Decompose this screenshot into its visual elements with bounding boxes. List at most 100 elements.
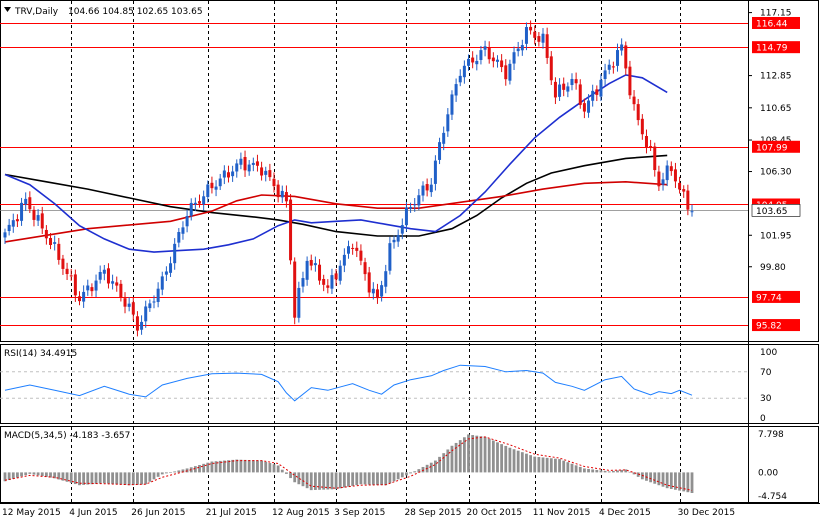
candle-body — [425, 184, 429, 191]
candle-body — [661, 179, 665, 185]
macd-histogram-bar — [73, 472, 77, 485]
candle-body — [363, 262, 367, 275]
candle-body — [529, 26, 533, 31]
macd-histogram-bar — [301, 472, 305, 487]
macd-panel-frame — [0, 426, 819, 503]
level-label: 114.79 — [756, 44, 788, 54]
candle-body — [553, 81, 557, 98]
level-label-box — [752, 16, 800, 29]
candle-body — [255, 161, 259, 166]
macd-tick-label: -4.754 — [758, 492, 787, 502]
macd-histogram-bar — [276, 465, 280, 473]
candle-body — [338, 265, 342, 281]
candle-body — [210, 182, 214, 189]
macd-histogram-bar — [384, 472, 388, 486]
candle-body — [669, 166, 673, 172]
macd-histogram-bar — [554, 458, 557, 473]
price-tick-label: 99.80 — [760, 263, 786, 273]
candle-body — [524, 27, 528, 44]
macd-histogram-bar — [516, 450, 520, 473]
candle-body — [487, 47, 491, 60]
macd-histogram-bar — [111, 472, 115, 484]
level-label: 116.44 — [756, 19, 788, 29]
macd-histogram-bar — [669, 472, 673, 489]
macd-histogram-bar — [587, 468, 590, 473]
macd-histogram-bar — [144, 472, 148, 485]
macd-histogram-bar — [525, 453, 528, 473]
candle-body — [243, 157, 247, 171]
macd-histogram-bar — [169, 472, 172, 473]
candle-body — [479, 50, 483, 60]
candle-body — [404, 207, 408, 226]
candle-body — [649, 146, 653, 148]
macd-histogram-bar — [496, 442, 499, 473]
macd-histogram-bar — [297, 472, 301, 485]
macd-histogram-bar — [500, 444, 504, 473]
macd-histogram-bar — [256, 460, 259, 473]
macd-histogram-bar — [400, 472, 404, 478]
candle-body — [15, 219, 19, 222]
candle-body — [491, 57, 495, 62]
macd-tick-label: 0.00 — [758, 468, 778, 478]
macd-histogram-bar — [313, 472, 317, 490]
macd-histogram-bar — [479, 436, 483, 473]
macd-histogram-bar — [367, 472, 371, 485]
candle-body — [504, 65, 508, 80]
macd-histogram-bar — [293, 472, 297, 483]
candle-body — [355, 247, 359, 251]
candle-body — [49, 237, 53, 246]
candle-body — [90, 287, 94, 292]
level-label: 107.99 — [756, 143, 788, 153]
macd-histogram-bar — [591, 469, 595, 473]
axis-labels: 117.15112.85110.65108.45106.30101.9599.8… — [2, 9, 801, 518]
macd-histogram-bar — [388, 472, 392, 484]
macd-histogram-bar — [690, 472, 694, 493]
candle-body — [326, 285, 330, 288]
candle-body — [678, 182, 682, 190]
candle-body — [475, 60, 479, 65]
candle-body — [322, 278, 326, 285]
macd-histogram-bar — [417, 469, 421, 473]
macd-histogram-bar — [582, 468, 586, 473]
macd-histogram-bar — [193, 466, 197, 473]
candle-body — [231, 171, 235, 177]
macd-histogram-bar — [467, 434, 470, 473]
macd-histogram-bar — [578, 466, 582, 473]
candle-body — [587, 100, 591, 113]
macd-histogram-bar — [235, 459, 239, 473]
candle-body — [686, 190, 690, 210]
date-tick-label: 20 Oct 2015 — [467, 508, 523, 518]
current-price-box — [751, 204, 801, 217]
candle-body — [342, 254, 346, 266]
candle-body — [106, 268, 110, 284]
macd-histogram-bar — [413, 471, 417, 473]
price-tick-label: 110.65 — [760, 104, 792, 114]
candle-body — [293, 261, 297, 318]
candle-body — [520, 45, 524, 51]
candle-body — [98, 272, 102, 280]
macd-histogram-bar — [136, 472, 139, 485]
date-tick-label: 28 Sep 2015 — [404, 508, 461, 518]
rsi-line — [4, 364, 693, 402]
candle-body — [77, 296, 81, 302]
candle-body — [640, 118, 644, 135]
date-tick-label: 26 Jun 2015 — [131, 508, 185, 518]
rsi-label: RSI(14) 34.4915 — [4, 349, 77, 359]
macd-histogram-bar — [649, 472, 653, 483]
macd-histogram-bar — [363, 472, 367, 485]
macd-histogram-bar — [624, 469, 628, 473]
macd-histogram-bar — [471, 435, 475, 473]
macd-histogram-bar — [98, 472, 102, 484]
macd-histogram-bar — [508, 447, 512, 473]
macd-histogram-bar — [533, 456, 537, 473]
symbol-dropdown-icon[interactable] — [4, 7, 11, 12]
macd-histogram-bar — [632, 472, 636, 475]
current-price-label: 103.65 — [756, 207, 788, 217]
macd-histogram-bar — [264, 461, 268, 473]
candle-body — [367, 272, 371, 293]
candle-body — [388, 243, 392, 271]
macd-histogram-bar — [537, 457, 541, 473]
candle-body — [61, 258, 65, 269]
candle-body — [169, 263, 173, 273]
